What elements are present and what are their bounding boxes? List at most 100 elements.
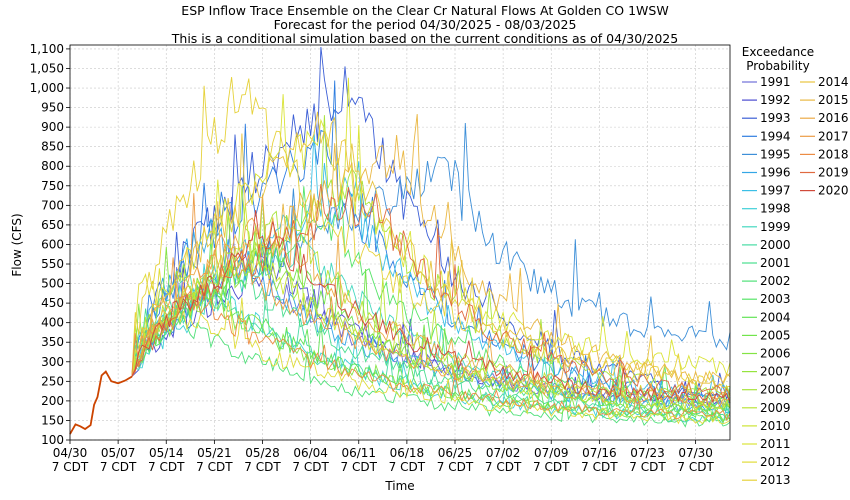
x-tick-label-time: 7 CDT [244,460,281,474]
y-tick-label: 800 [41,159,64,173]
legend-label-1993: 1993 [760,111,791,125]
y-tick-label: 750 [41,179,64,193]
legend-label-2005: 2005 [760,328,791,342]
legend-label-1998: 1998 [760,202,791,216]
y-tick-label: 700 [41,198,64,212]
chart-title-line-1: ESP Inflow Trace Ensemble on the Clear C… [181,3,669,18]
x-tick-label-time: 7 CDT [196,460,233,474]
x-tick-label-time: 7 CDT [100,460,137,474]
x-tick-label-date: 04/30 [53,446,88,460]
y-tick-label: 400 [41,316,64,330]
legend-label-2002: 2002 [760,274,791,288]
x-tick-label-time: 7 CDT [292,460,329,474]
series-line-2014 [131,111,731,393]
legend-label-1992: 1992 [760,93,791,107]
x-tick-label-date: 07/23 [630,446,665,460]
legend-label-2001: 2001 [760,256,791,270]
grid [69,45,730,441]
x-tick-label-date: 05/14 [149,446,184,460]
x-tick-label-time: 7 CDT [533,460,570,474]
legend-title-line-1: Exceedance [742,45,814,59]
x-tick-label-time: 7 CDT [52,460,89,474]
x-tick-label-time: 7 CDT [677,460,714,474]
series-line-2020 [131,210,731,404]
legend-label-1994: 1994 [760,129,791,143]
series-line-2019 [131,183,731,399]
y-tick-label: 250 [41,374,64,388]
legend-label-2000: 2000 [760,238,791,252]
x-tick-label-date: 07/02 [486,446,521,460]
y-tick-label: 1,100 [30,42,64,56]
x-tick-label-date: 06/11 [341,446,376,460]
y-tick-label: 900 [41,120,64,134]
y-tick-label: 500 [41,277,64,291]
x-tick-label-time: 7 CDT [485,460,522,474]
chart-title-line-2: Forecast for the period 04/30/2025 - 08/… [273,17,577,32]
legend-label-1991: 1991 [760,75,791,89]
x-tick-label-time: 7 CDT [389,460,426,474]
legend-label-2012: 2012 [760,455,791,469]
legend-label-1999: 1999 [760,220,791,234]
x-tick-label-date: 07/30 [678,446,713,460]
x-tick-label-time: 7 CDT [437,460,474,474]
x-tick-label-date: 07/16 [582,446,617,460]
legend-label-2011: 2011 [760,437,791,451]
series-layer [69,46,731,435]
legend-label-2020: 2020 [818,184,849,198]
legend-label-2015: 2015 [818,93,849,107]
y-tick-label: 850 [41,140,64,154]
y-tick-label: 350 [41,335,64,349]
legend-label-2019: 2019 [818,166,849,180]
x-tick-label-time: 7 CDT [581,460,618,474]
legend-title-line-2: Probability [746,59,809,73]
chart-title-line-3: This is a conditional simulation based o… [171,31,679,46]
series-line-2015 [131,114,731,385]
y-tick-label: 650 [41,218,64,232]
legend-label-2010: 2010 [760,419,791,433]
series-line-2006 [131,246,731,424]
x-axis-label: Time [384,479,414,493]
x-tick-label-time: 7 CDT [341,460,378,474]
series-line-2010 [131,203,731,411]
x-tick-label-date: 05/21 [197,446,232,460]
y-axis-label: Flow (CFS) [10,213,24,276]
x-tick-label-date: 07/09 [534,446,569,460]
y-tick-label: 550 [41,257,64,271]
y-tick-label: 1,050 [30,61,64,75]
x-tick-label-date: 06/04 [293,446,328,460]
series-line-1993 [131,46,731,400]
legend-label-2013: 2013 [760,473,791,487]
legend-label-2006: 2006 [760,347,791,361]
y-tick-label: 450 [41,296,64,310]
y-tick-label: 100 [41,433,64,447]
legend-label-1996: 1996 [760,166,791,180]
series-line-2018 [131,290,731,421]
legend-label-2014: 2014 [818,75,849,89]
y-tick-label: 1,000 [30,81,64,95]
y-tick-label: 950 [41,101,64,115]
y-tick-label: 600 [41,237,64,251]
legend-label-2017: 2017 [818,129,849,143]
legend-label-2009: 2009 [760,401,791,415]
plot-frame [69,44,731,441]
legend-label-2008: 2008 [760,383,791,397]
plot-area [70,45,730,440]
legend-label-2018: 2018 [818,147,849,161]
axes: 100 150 200 250 300 350 400 450 500 550 600 650 700 7… [30,42,731,474]
x-tick-label-date: 06/18 [390,446,425,460]
legend-label-2004: 2004 [760,310,791,324]
observed-line [69,370,133,435]
legend-label-2007: 2007 [760,365,791,379]
legend-label-1995: 1995 [760,147,791,161]
y-tick-label: 300 [41,355,64,369]
x-tick-label-date: 06/25 [438,446,473,460]
x-tick-label-time: 7 CDT [148,460,185,474]
x-tick-label-date: 05/07 [101,446,136,460]
legend-label-2003: 2003 [760,292,791,306]
legend-label-1997: 1997 [760,184,791,198]
y-tick-label: 150 [41,413,64,427]
x-tick-label-date: 05/28 [245,446,280,460]
x-tick-label-time: 7 CDT [629,460,666,474]
